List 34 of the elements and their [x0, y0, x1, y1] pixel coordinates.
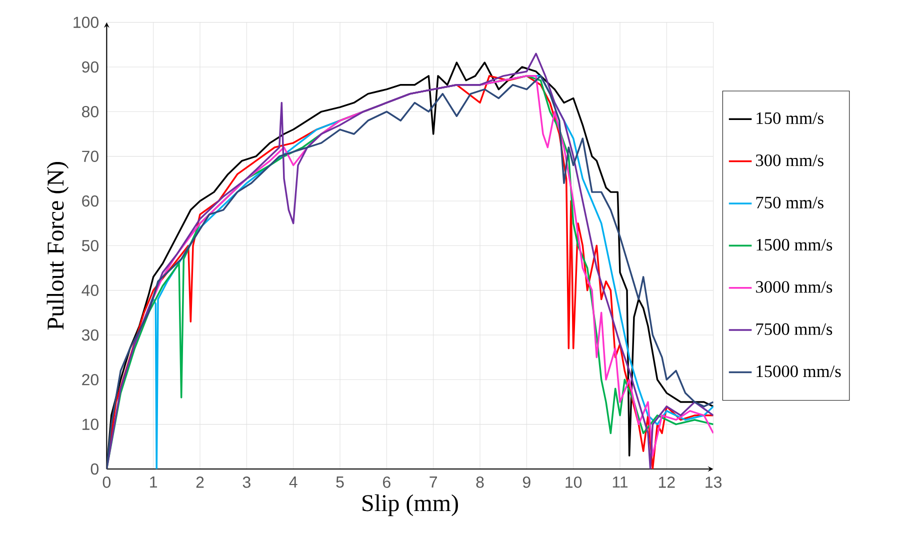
x-tick-label: 9	[522, 476, 530, 488]
x-tick-label: 11	[612, 476, 628, 488]
legend-label: 150 mm/s	[756, 112, 824, 124]
x-tick-label: 12	[658, 476, 675, 488]
x-tick-label: 7	[430, 476, 437, 488]
x-axis-title: Slip (mm)	[362, 494, 458, 516]
y-tick-label: 80	[82, 106, 98, 118]
y-tick-label: 100	[74, 16, 98, 28]
x-tick-label: 13	[706, 476, 722, 488]
y-tick-label: 0	[90, 463, 98, 475]
x-tick-label: 4	[289, 476, 298, 488]
x-tick-label: 10	[566, 476, 582, 488]
y-tick-label: 50	[82, 240, 98, 252]
y-tick-label: 70	[82, 150, 98, 162]
legend-label: 3000 mm/s	[756, 281, 832, 293]
legend-label: 300 mm/s	[756, 154, 824, 166]
y-tick-label: 20	[82, 374, 98, 386]
y-tick-label: 60	[82, 195, 98, 207]
y-axis-title: Pullout Force (N)	[46, 162, 69, 330]
legend-label: 750 mm/s	[756, 196, 824, 208]
y-tick-label: 90	[82, 61, 98, 73]
x-tick-label: 2	[196, 476, 204, 488]
x-tick-label: 5	[336, 476, 344, 488]
x-tick-label: 3	[242, 476, 250, 488]
legend-label: 1500 mm/s	[756, 238, 832, 251]
y-tick-label: 10	[82, 418, 98, 430]
x-tick-label: 0	[102, 476, 111, 488]
legend-label: 15000 mm/s	[756, 365, 841, 378]
x-tick-label: 8	[476, 476, 484, 488]
y-tick-label: 30	[82, 329, 98, 341]
y-tick-label: 40	[82, 284, 98, 296]
legend-label: 7500 mm/s	[756, 323, 832, 335]
x-tick-label: 6	[383, 476, 390, 488]
x-tick-label: 1	[150, 476, 158, 488]
